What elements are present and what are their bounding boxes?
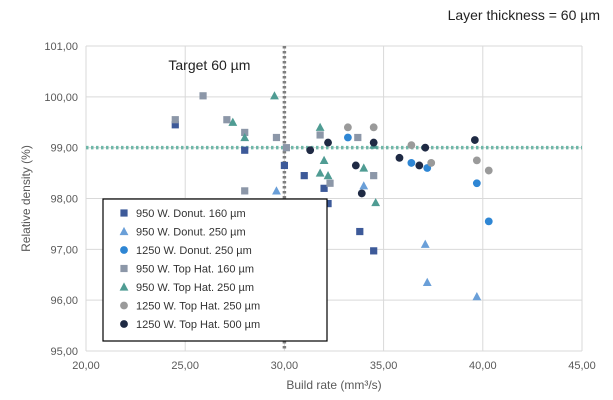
y-tick-label: 95,00 (50, 346, 78, 358)
y-tick-label: 100,00 (44, 92, 78, 104)
data-point (282, 144, 290, 152)
data-point (171, 121, 179, 129)
data-point (241, 128, 249, 137)
data-point (415, 161, 424, 170)
tick-labels: 95,00 96,00 97,00 98,00 99,00 100,00 101,00 20,… (44, 41, 595, 372)
legend-marker (120, 320, 128, 328)
legend-marker (120, 209, 128, 217)
legend-box (102, 198, 328, 342)
x-axis-title: Build rate (mm³/s) (286, 378, 381, 392)
data-point (324, 199, 332, 208)
data-point (370, 247, 378, 255)
data-point (427, 159, 436, 167)
data-point (300, 172, 308, 180)
legend-marker (119, 226, 129, 236)
x-tick-label: 30,00 (271, 360, 299, 372)
x-tick-label: 45,00 (568, 360, 596, 372)
data-point (272, 133, 281, 142)
y-tick-label: 99,00 (50, 143, 78, 155)
data-point (272, 186, 281, 195)
y-tick-label: 96,00 (50, 295, 78, 307)
data-point (472, 179, 481, 188)
legend-marker (120, 301, 128, 310)
x-tick-label: 40,00 (469, 360, 497, 372)
legend-entry: 950 W. Top Hat. 160 µm (136, 264, 254, 276)
data-point (371, 197, 381, 207)
data-point (370, 172, 378, 180)
data-point (359, 181, 369, 190)
legend-entry: 950 W. Donut. 160 µm (136, 208, 246, 220)
data-point (228, 117, 238, 126)
target-annotation: Target 60 µm (168, 57, 250, 73)
data-point (326, 179, 334, 187)
data-point (395, 153, 404, 162)
data-point (470, 136, 479, 144)
legend-marker (120, 264, 128, 273)
x-tick-label: 20,00 (72, 360, 100, 372)
data-point (280, 161, 288, 170)
y-tick-label: 101,00 (44, 41, 78, 53)
data-point (422, 277, 432, 286)
data-point (223, 116, 231, 124)
data-point (407, 141, 416, 150)
chart-subtitle: Layer thickness = 60 µm (448, 7, 600, 23)
y-tick-label: 98,00 (50, 194, 78, 206)
data-point (241, 187, 249, 195)
data-point (356, 227, 364, 236)
data-point (359, 163, 369, 172)
data-point (420, 239, 430, 248)
data-point (319, 155, 329, 164)
data-point (369, 123, 378, 132)
data-point (343, 123, 352, 132)
data-point (343, 133, 352, 142)
data-point (315, 168, 325, 177)
data-point (323, 171, 333, 180)
data-point (240, 132, 250, 142)
data-point (472, 156, 481, 165)
legend-entry: 1250 W. Top Hat. 500 µm (136, 319, 260, 331)
legend-entry: 1250 W. Top Hat. 250 µm (136, 301, 260, 313)
data-point (320, 184, 328, 192)
data-point (270, 91, 279, 100)
x-tick-label: 35,00 (370, 360, 398, 372)
data-point (324, 138, 332, 147)
data-point (306, 146, 315, 155)
y-tick-label: 97,00 (50, 244, 78, 256)
legend-entry: 950 W. Donut. 250 µm (136, 227, 246, 239)
y-axis-title: Relative density (%) (19, 145, 33, 252)
data-point (241, 146, 249, 154)
data-point (369, 138, 378, 147)
data-points (171, 91, 493, 301)
data-point (199, 92, 207, 100)
x-tick-label: 25,00 (171, 360, 199, 372)
data-point (315, 122, 325, 131)
legend-marker (120, 246, 128, 254)
data-point (421, 143, 430, 152)
legend-entry: 950 W. Top Hat. 250 µm (136, 282, 254, 294)
data-point (472, 292, 482, 301)
data-point (407, 159, 416, 167)
data-point (484, 166, 493, 175)
data-point (484, 217, 493, 226)
legend-marker (119, 282, 129, 291)
data-point (316, 131, 324, 139)
data-point (354, 133, 362, 142)
data-point (357, 189, 366, 198)
data-point (171, 116, 179, 124)
data-point (351, 161, 360, 170)
legend: 950 W. Donut. 160 µm 950 W. Donut. 250 µm… (102, 198, 328, 342)
legend-entry: 1250 W. Donut. 250 µm (136, 245, 252, 257)
